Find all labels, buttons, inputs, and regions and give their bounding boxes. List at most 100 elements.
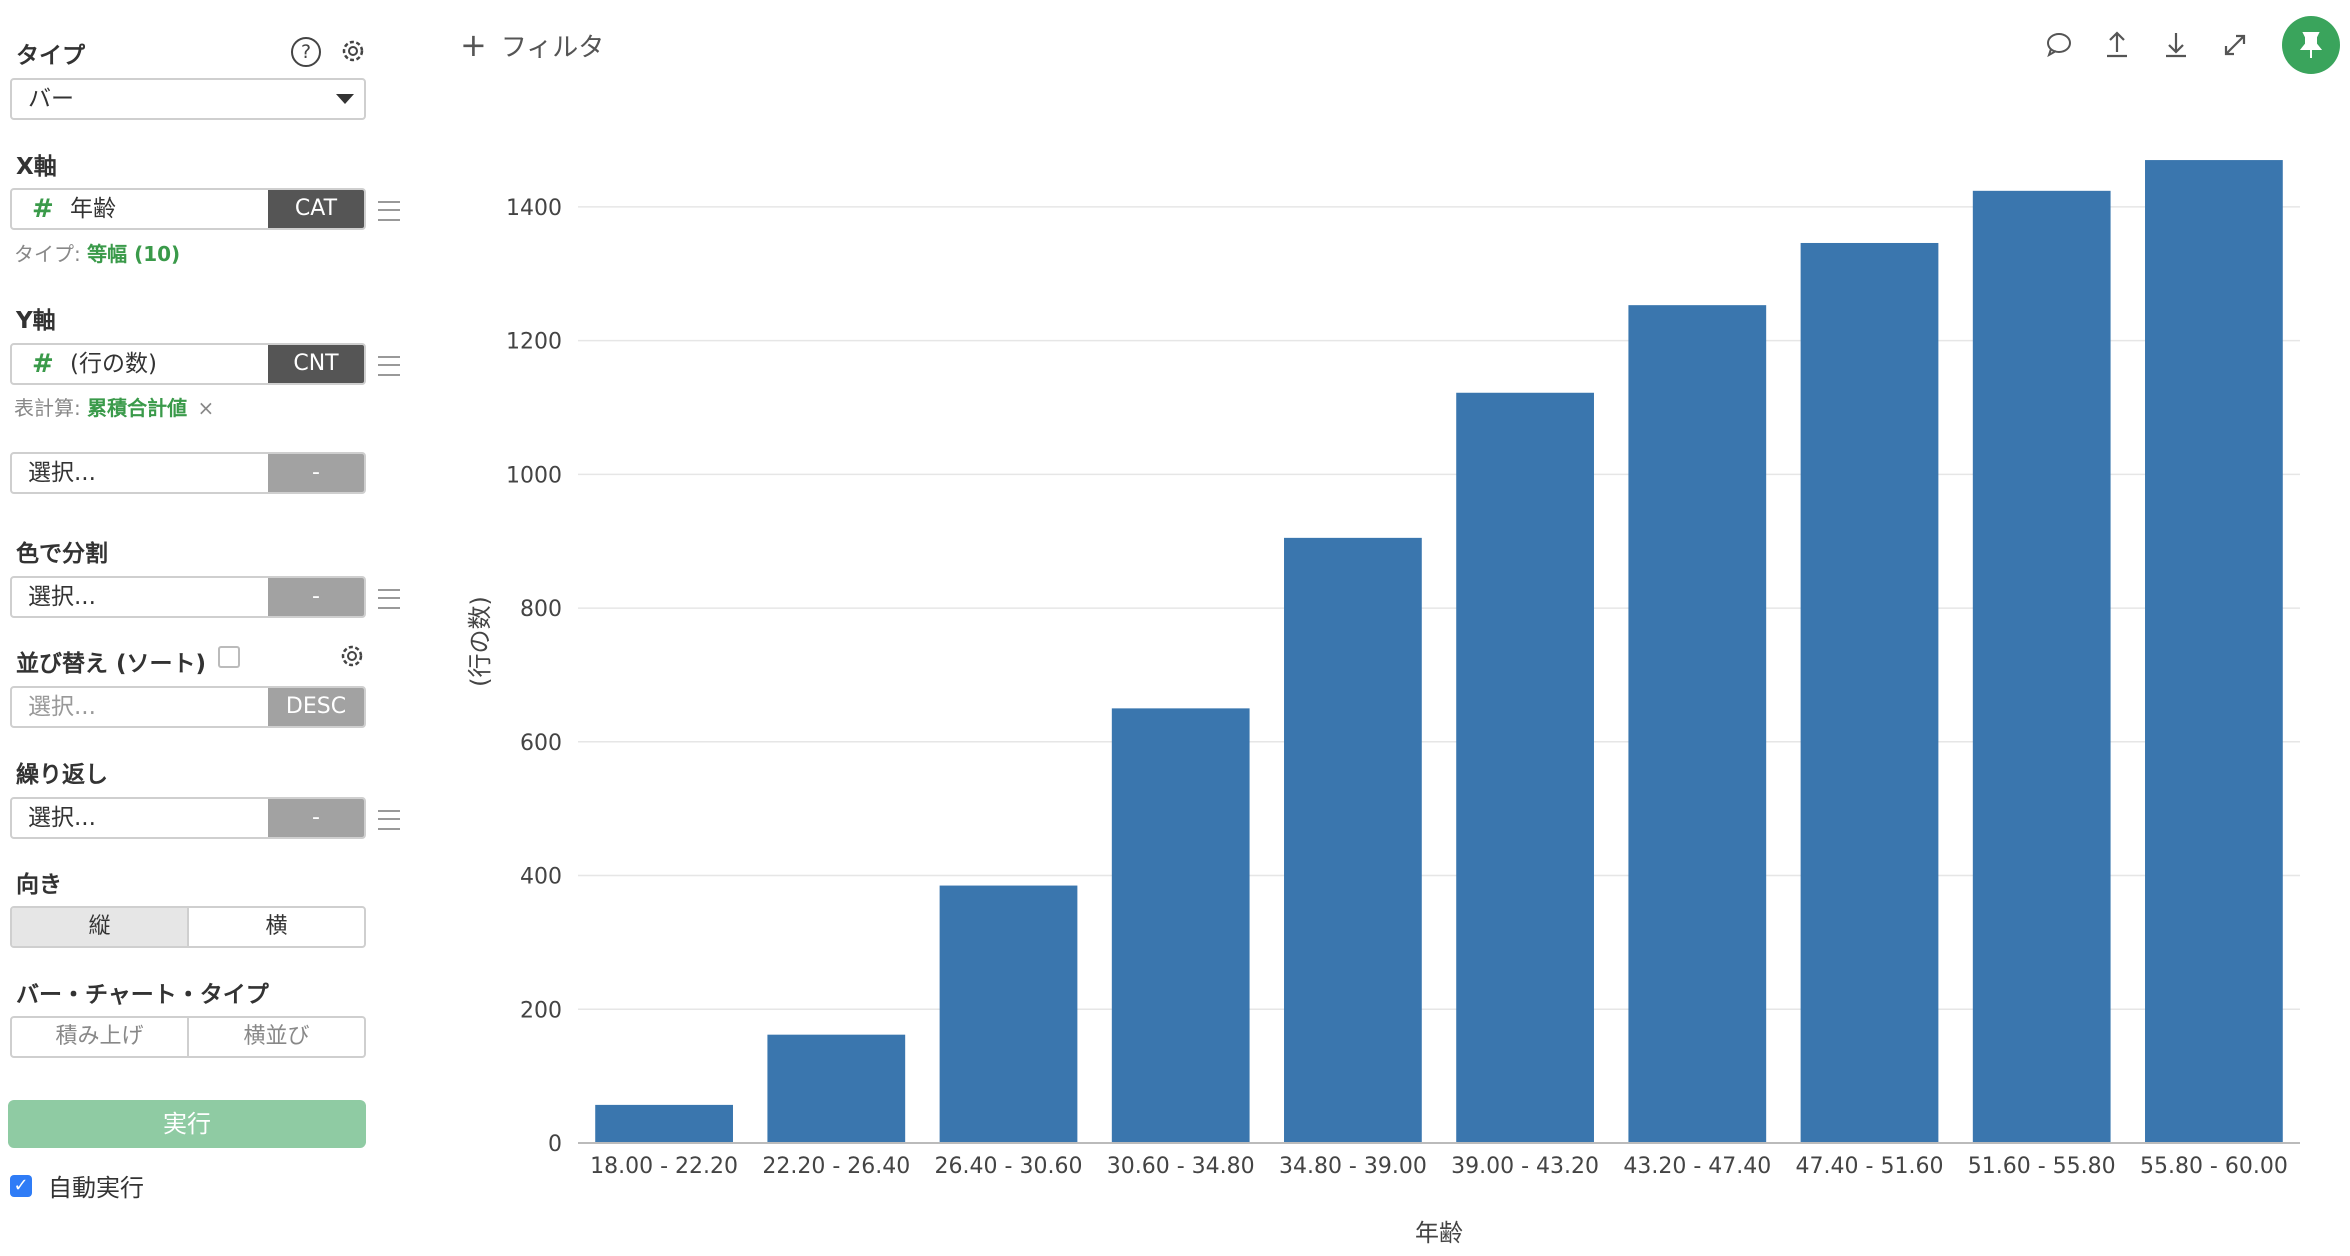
auto-run[interactable]: ✓ 自動実行 (10, 1168, 144, 1203)
plus-icon: + (460, 26, 487, 64)
x-tick-label: 55.80 - 60.00 (2140, 1154, 2288, 1179)
x-axis-menu-icon[interactable] (378, 201, 400, 221)
color-split-label: 色で分割 (16, 541, 108, 567)
numeric-hash-icon: # (32, 194, 54, 224)
chart-type-select[interactable]: バー (10, 78, 366, 120)
sort-checkbox[interactable] (218, 646, 240, 668)
bar[interactable] (767, 1034, 906, 1143)
bars (595, 160, 2283, 1144)
chart-type-value: バー (28, 86, 74, 112)
pin-button[interactable] (2282, 16, 2340, 74)
y-axis-menu-icon[interactable] (378, 356, 400, 376)
settings-gear-icon[interactable] (338, 36, 368, 66)
y-axis-calc-link[interactable]: 累積合計値 (87, 396, 188, 420)
x-tick-label: 18.00 - 22.20 (590, 1154, 738, 1179)
filter-button[interactable]: + フィルタ (460, 26, 604, 64)
y-axis-agg-button[interactable]: CNT (268, 345, 364, 383)
sort-placeholder: 選択... (28, 694, 96, 720)
x-axis-bin-type-link[interactable]: 等幅 (10) (87, 242, 181, 266)
sort-select[interactable]: 選択... DESC (10, 686, 366, 728)
y-tick-label: 1000 (506, 463, 562, 488)
color-split-placeholder: 選択... (28, 584, 96, 610)
bar[interactable] (595, 1104, 733, 1143)
color-split-select[interactable]: 選択... - (10, 576, 366, 618)
orientation-toggle: 縦 横 (10, 906, 366, 948)
help-icon[interactable]: ? (291, 37, 321, 67)
bar-type-side-by-side-button[interactable]: 横並び (187, 1018, 364, 1056)
repeat-label: 繰り返し (16, 762, 108, 788)
y-tick-labels: 0 200 400 600 800 1000 1200 1400 (506, 196, 562, 1157)
sort-settings-gear-icon[interactable] (337, 641, 367, 671)
color-split-menu-icon[interactable] (378, 589, 400, 609)
y-axis-field[interactable]: # (行の数) CNT (10, 343, 366, 385)
extra-placeholder: 選択... (28, 460, 96, 486)
x-tick-label: 22.20 - 26.40 (762, 1154, 910, 1179)
bar[interactable] (1111, 708, 1250, 1143)
numeric-hash-icon: # (32, 349, 54, 379)
y-tick-label: 1400 (506, 196, 562, 221)
filter-label: フィルタ (500, 33, 605, 63)
y-axis-sub-prefix: 表計算: (14, 396, 88, 420)
x-axis-sub-prefix: タイプ: (14, 242, 88, 266)
pin-icon (2299, 32, 2323, 58)
y-axis-title: (行の数) (466, 596, 494, 687)
chevron-down-icon (336, 94, 354, 104)
y-tick-label: 0 (548, 1132, 562, 1157)
x-tick-labels: 18.00 - 22.20 22.20 - 26.40 26.40 - 30.60 3… (590, 1154, 2288, 1179)
bar[interactable] (1972, 190, 2111, 1143)
bar[interactable] (1456, 392, 1594, 1144)
x-tick-label: 51.60 - 55.80 (1968, 1154, 2116, 1179)
bar-type-stacked-button[interactable]: 積み上げ (55, 1024, 144, 1049)
bar[interactable] (2145, 160, 2283, 1143)
x-axis-agg-button[interactable]: CAT (268, 190, 364, 228)
repeat-agg-button[interactable]: - (268, 799, 364, 837)
repeat-placeholder: 選択... (28, 805, 96, 831)
expand-icon[interactable] (2218, 28, 2252, 62)
run-button[interactable]: 実行 (8, 1100, 366, 1148)
x-axis-field[interactable]: # 年齢 CAT (10, 188, 366, 230)
bar[interactable] (1628, 305, 1767, 1143)
y-tick-label: 600 (520, 731, 562, 756)
y-axis-column: (行の数) (70, 351, 157, 377)
extra-field-select[interactable]: 選択... - (10, 452, 366, 494)
type-label: タイプ (16, 43, 85, 69)
extra-agg-button[interactable]: - (268, 454, 364, 492)
orientation-horizontal-button[interactable]: 横 (187, 908, 364, 946)
bar[interactable] (1800, 242, 1939, 1143)
x-tick-label: 39.00 - 43.20 (1451, 1154, 1599, 1179)
auto-run-label: 自動実行 (48, 1174, 144, 1202)
bar-type-label: バー・チャート・タイプ (16, 982, 269, 1008)
x-tick-label: 26.40 - 30.60 (935, 1154, 1083, 1179)
sort-order-button[interactable]: DESC (268, 688, 364, 726)
x-axis-title: 年齢 (1415, 1219, 1463, 1247)
y-tick-label: 800 (520, 597, 562, 622)
toolbar: + フィルタ (460, 0, 2350, 90)
color-split-agg-button[interactable]: - (268, 578, 364, 616)
bar[interactable] (1284, 537, 1422, 1143)
sidebar: タイプ ? バー X軸 # 年齢 CAT タイプ: 等幅 (10) Y軸 # (… (0, 0, 420, 1256)
repeat-select[interactable]: 選択... - (10, 797, 366, 839)
bar-chart: 0 200 400 600 800 1000 1200 1400 18.00 - 22.20 2… (466, 160, 2300, 1247)
x-tick-label: 34.80 - 39.00 (1279, 1154, 1427, 1179)
sort-label: 並び替え (ソート) (16, 651, 207, 677)
orientation-label: 向き (16, 872, 62, 898)
y-tick-label: 1200 (506, 330, 562, 355)
x-tick-label: 47.40 - 51.60 (1796, 1154, 1944, 1179)
download-icon[interactable] (2159, 28, 2193, 62)
upload-icon[interactable] (2100, 28, 2134, 62)
y-tick-label: 400 (520, 865, 562, 890)
x-axis-sub: タイプ: 等幅 (10) (14, 238, 180, 267)
y-axis-label: Y軸 (16, 308, 56, 334)
x-axis-column: 年齢 (70, 196, 116, 222)
x-tick-label: 30.60 - 34.80 (1107, 1154, 1255, 1179)
x-axis-label: X軸 (16, 154, 57, 180)
repeat-menu-icon[interactable] (378, 810, 400, 830)
bar[interactable] (939, 885, 1078, 1143)
x-tick-label: 43.20 - 47.40 (1623, 1154, 1771, 1179)
comment-icon[interactable] (2042, 28, 2076, 62)
orientation-vertical-button[interactable]: 縦 (12, 908, 187, 946)
y-axis-sub: 表計算: 累積合計値 × (14, 392, 214, 421)
y-tick-label: 200 (520, 998, 562, 1023)
close-icon[interactable]: × (197, 396, 215, 420)
auto-run-checkbox[interactable]: ✓ (10, 1174, 32, 1197)
